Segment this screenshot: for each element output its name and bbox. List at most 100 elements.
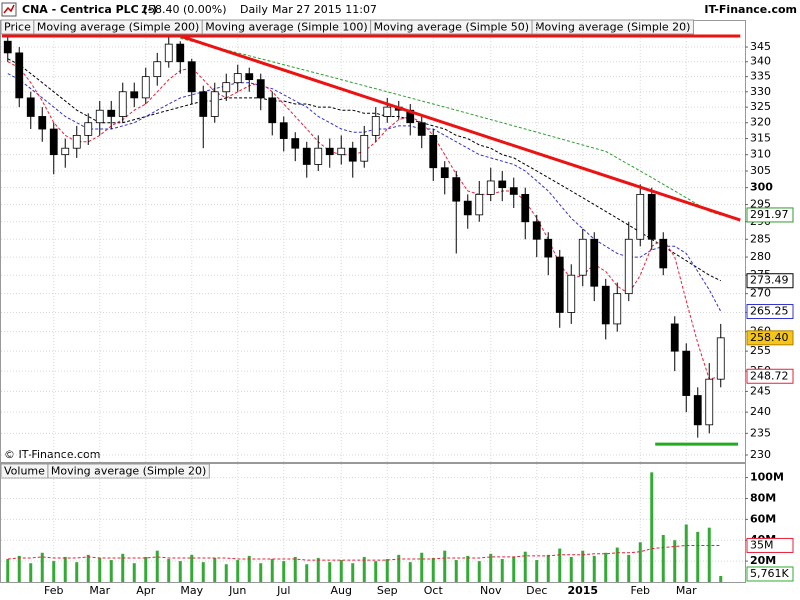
candle-body bbox=[72, 134, 81, 149]
x-tick-label: May bbox=[180, 584, 203, 597]
volume-bar bbox=[270, 559, 274, 582]
volume-bar bbox=[339, 560, 343, 582]
candle-body bbox=[659, 238, 668, 269]
volume-bar bbox=[385, 559, 389, 582]
volume-bar bbox=[52, 561, 56, 582]
candle-body bbox=[532, 221, 541, 240]
candle-body bbox=[601, 285, 610, 325]
volume-bar bbox=[236, 560, 240, 582]
candle-body bbox=[348, 147, 357, 162]
x-tick-label: Dec bbox=[526, 584, 547, 597]
x-tick-label: Nov bbox=[480, 584, 502, 597]
volume-bar bbox=[316, 557, 320, 582]
volume-bar bbox=[224, 564, 228, 582]
volume-bar bbox=[6, 559, 10, 582]
candle-body bbox=[302, 147, 311, 165]
candle-body bbox=[498, 180, 507, 189]
volume-bar bbox=[408, 562, 412, 582]
legend-label: Moving average (Simple 200) bbox=[37, 21, 199, 34]
volume-moving-average bbox=[7, 545, 721, 561]
volume-bar bbox=[178, 561, 182, 582]
volume-bar bbox=[259, 563, 263, 582]
candle-body bbox=[452, 177, 461, 202]
candle-body bbox=[383, 106, 392, 117]
candle-body bbox=[417, 122, 426, 136]
x-tick-label: Feb bbox=[631, 584, 650, 597]
volume-bar bbox=[109, 560, 113, 582]
candle-body bbox=[61, 147, 70, 156]
y-tick-label: 295 bbox=[750, 198, 771, 211]
y-tick-label: 305 bbox=[750, 164, 771, 177]
candle-body bbox=[716, 337, 725, 380]
legend-label: Volume bbox=[4, 465, 45, 478]
y-tick-label: 300 bbox=[750, 181, 773, 194]
volume-bar bbox=[247, 555, 251, 582]
x-tick-label: Feb bbox=[44, 584, 63, 597]
volume-bar bbox=[86, 554, 90, 582]
ma-last-value-box bbox=[746, 273, 794, 289]
ma-last-value-box bbox=[746, 304, 794, 320]
volume-bar bbox=[201, 562, 205, 582]
volume-bar bbox=[98, 557, 102, 582]
period: Daily bbox=[240, 3, 268, 16]
candle-body bbox=[314, 147, 323, 165]
volume-last-box bbox=[746, 566, 794, 582]
x-tick-label: Sep bbox=[377, 584, 398, 597]
volume-bar bbox=[155, 550, 159, 582]
candle-body bbox=[693, 395, 702, 426]
x-tick-label: Oct bbox=[424, 584, 444, 597]
volume-bar bbox=[167, 559, 171, 582]
candle-body bbox=[705, 378, 714, 426]
volume-bar bbox=[144, 556, 148, 582]
candle-body bbox=[337, 147, 346, 156]
volume-bar bbox=[592, 555, 596, 582]
candle-body bbox=[256, 79, 265, 99]
volume-bar bbox=[132, 563, 136, 582]
y-tick-label: 340 bbox=[750, 55, 771, 68]
logo-icon-line bbox=[3, 4, 15, 14]
volume-bar bbox=[650, 472, 654, 582]
x-tick-label: 2015 bbox=[567, 584, 598, 597]
y-tick-label: 285 bbox=[750, 232, 771, 245]
legend-label: Moving average (Simple 20) bbox=[51, 465, 206, 478]
volume-bar bbox=[293, 556, 297, 582]
moving-average bbox=[7, 58, 722, 282]
y-tick-label: 235 bbox=[750, 426, 771, 439]
volume-bar bbox=[719, 575, 723, 582]
y-tick-label: 60M bbox=[750, 512, 776, 525]
candle-body bbox=[371, 116, 380, 136]
legend-label: Moving average (Simple 100) bbox=[205, 21, 367, 34]
volume-bar bbox=[707, 527, 711, 582]
quote: 258.40 (0.00%) bbox=[141, 3, 227, 16]
ma-last-value-box bbox=[746, 207, 794, 223]
y-tick-label: 335 bbox=[750, 70, 771, 83]
volume-bar bbox=[17, 555, 21, 582]
volume-bar bbox=[374, 561, 378, 582]
ma-last-value: 265.25 bbox=[750, 305, 789, 318]
candle-body bbox=[187, 61, 196, 93]
candle-body bbox=[130, 91, 139, 99]
candle-body bbox=[682, 350, 691, 396]
candle-body bbox=[84, 122, 93, 136]
legend-label: Price bbox=[4, 21, 31, 34]
volume-bar bbox=[581, 550, 585, 582]
volume-bar bbox=[454, 560, 458, 582]
candle-body bbox=[463, 200, 472, 216]
y-tick-label: 315 bbox=[750, 132, 771, 145]
volume-bar bbox=[661, 535, 665, 582]
ma-last-value: 248.72 bbox=[750, 369, 789, 382]
y-tick-label: 230 bbox=[750, 448, 771, 461]
candle-body bbox=[15, 52, 24, 99]
candle-body bbox=[118, 91, 127, 117]
ma-last-value: 273.49 bbox=[750, 274, 789, 287]
volume-bar bbox=[638, 542, 642, 582]
candle-body bbox=[245, 73, 254, 81]
trendline bbox=[179, 34, 741, 222]
volume-bar bbox=[328, 562, 332, 582]
volume-bar bbox=[477, 561, 481, 582]
candle-body bbox=[153, 61, 162, 78]
volume-bar bbox=[305, 564, 309, 582]
candle-body bbox=[325, 147, 334, 156]
candle-body bbox=[475, 193, 484, 216]
ma-last-value: 291.97 bbox=[750, 208, 789, 221]
